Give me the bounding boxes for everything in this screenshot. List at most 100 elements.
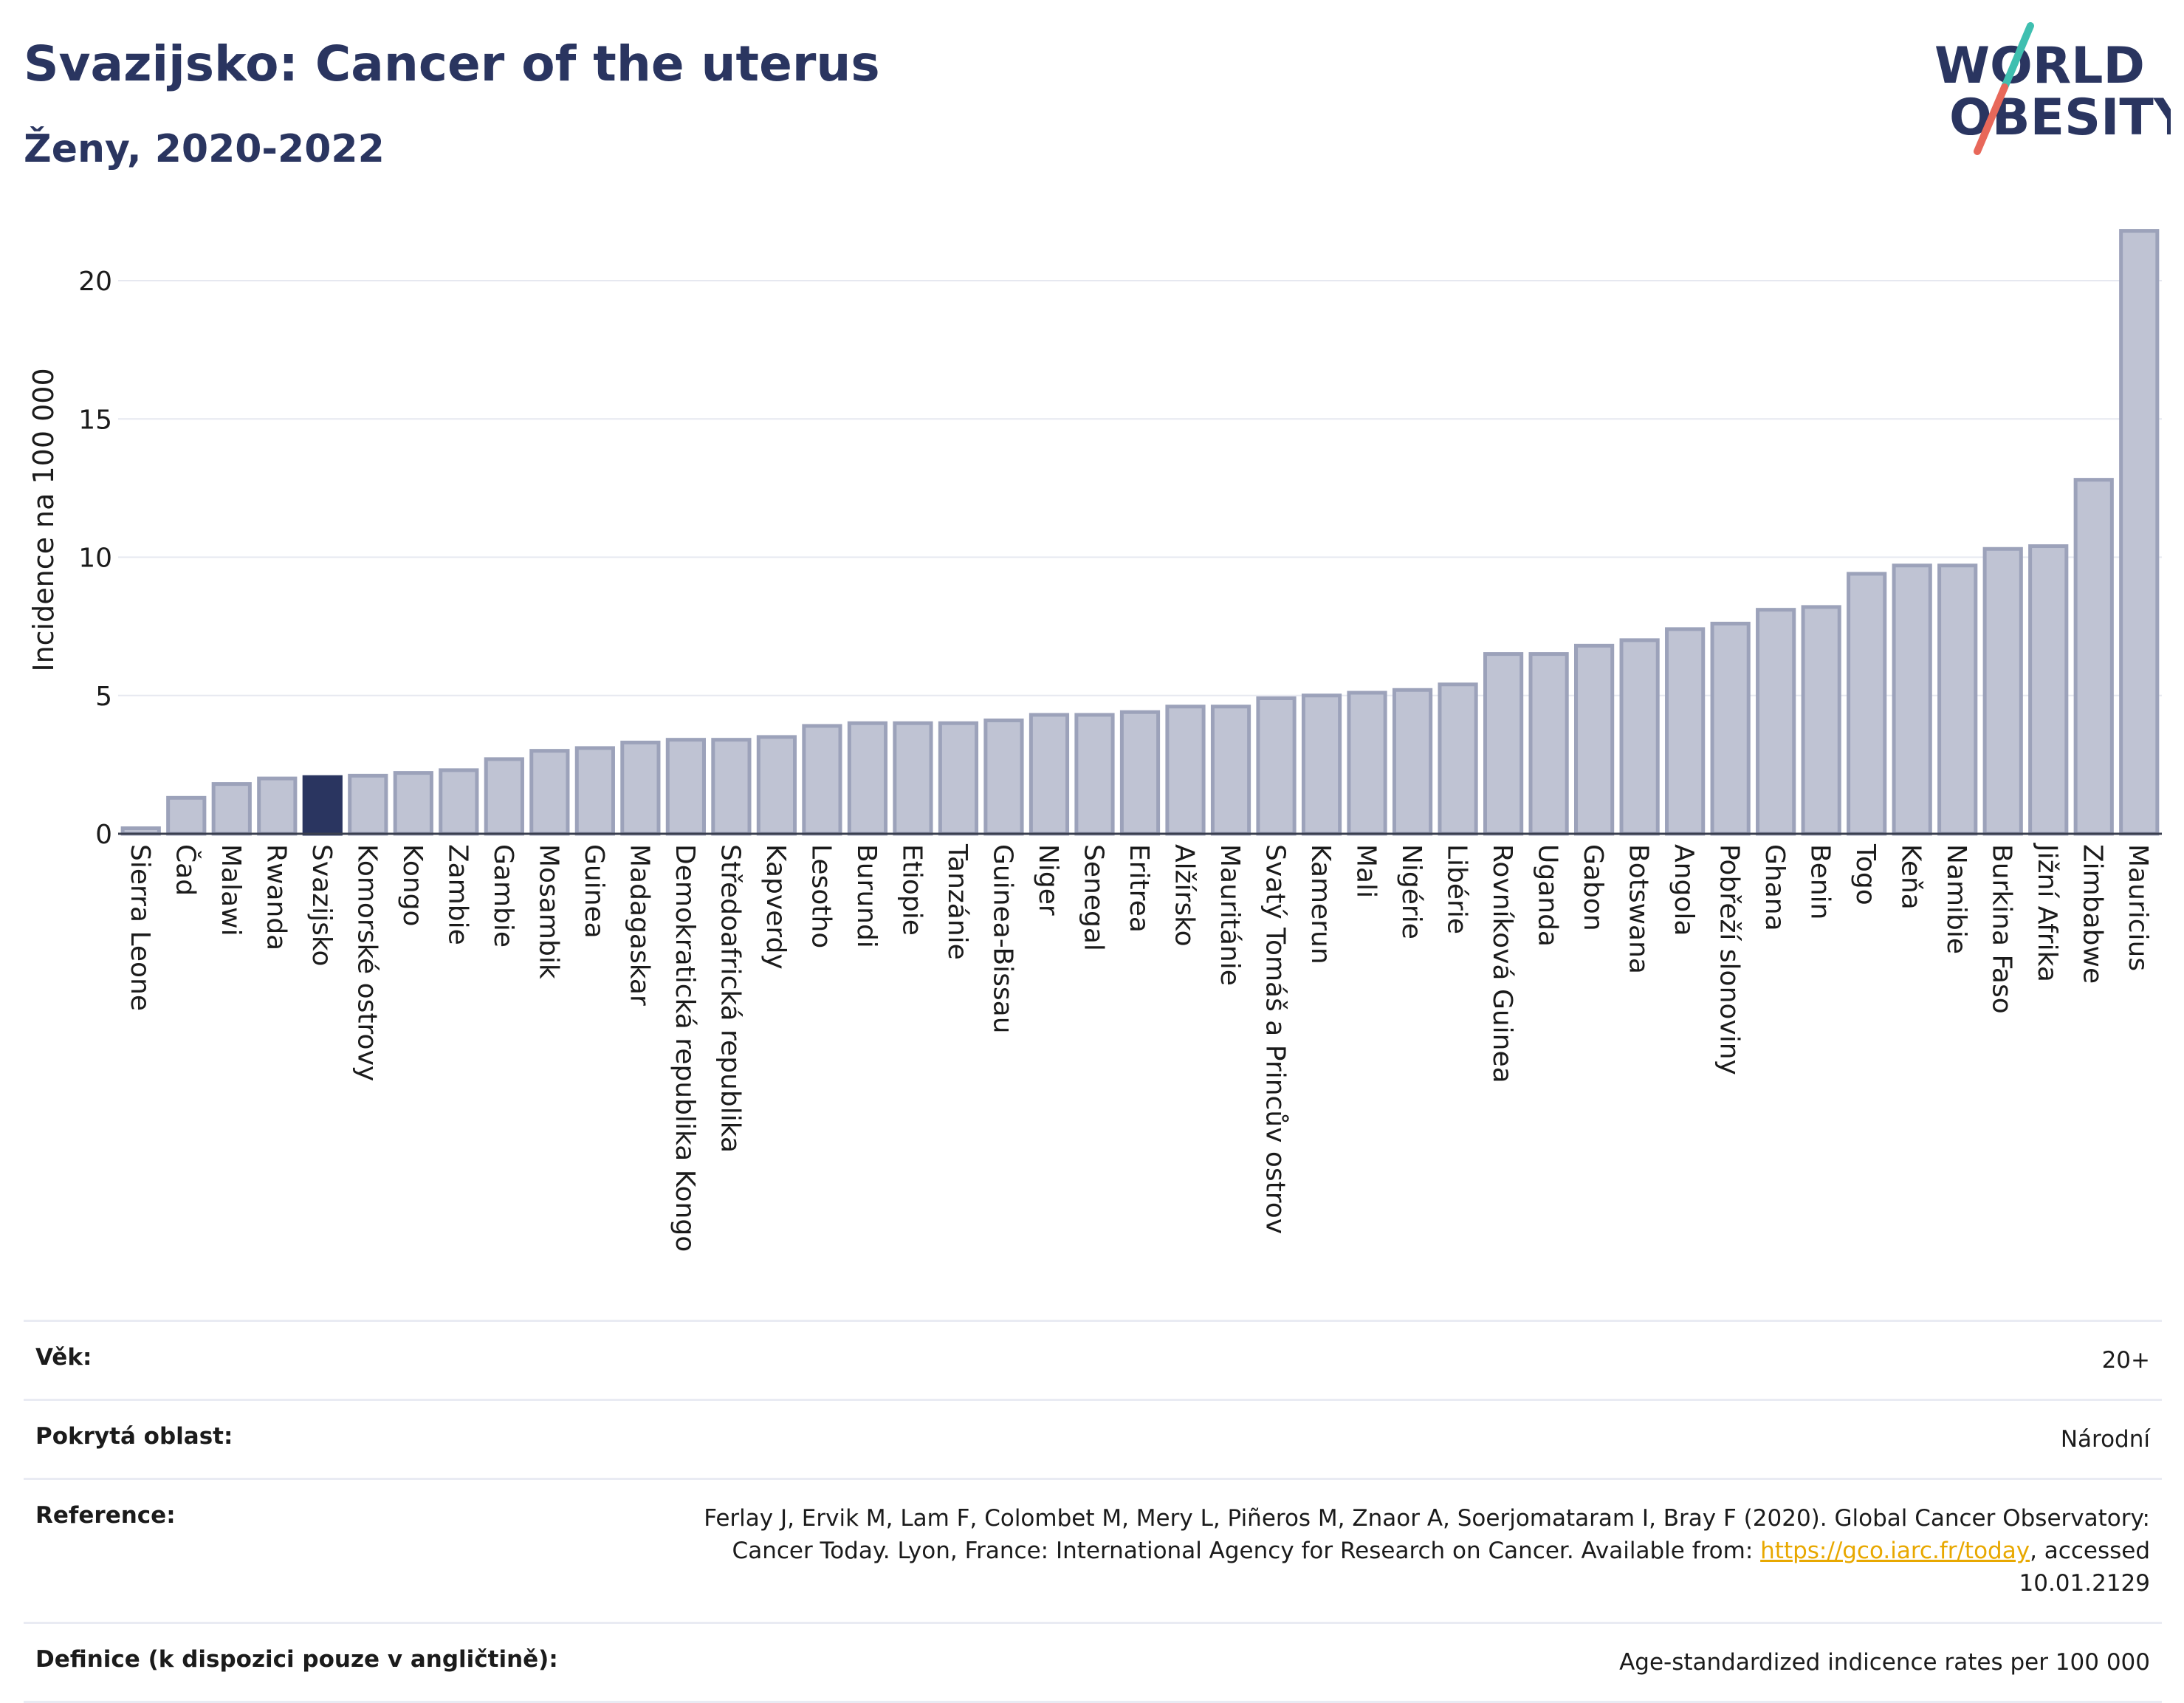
x-tick-label: Nigérie xyxy=(1396,844,1426,939)
bar-mosambik xyxy=(529,749,570,836)
info-table: Věk: 20+ Pokrytá oblast: Národní Referen… xyxy=(24,1320,2162,1703)
bar-mauritánie xyxy=(1210,705,1251,836)
y-tick-label: 0 xyxy=(95,820,112,850)
bar-botswana xyxy=(1619,638,1660,836)
bar-alžírsko xyxy=(1165,705,1206,836)
y-axis-label: Incidence na 100 000 xyxy=(27,368,60,671)
x-tick-label: Zimbabwe xyxy=(2078,844,2108,984)
reference-link[interactable]: https://gco.iarc.fr/today xyxy=(1760,1538,2030,1564)
x-tick-label: Sierra Leone xyxy=(125,844,155,1011)
x-tick-label: Rwanda xyxy=(261,844,291,950)
info-row-area: Pokrytá oblast: Národní xyxy=(24,1399,2162,1478)
bar-burundi xyxy=(847,721,888,836)
x-tick-label: Rovníková Guinea xyxy=(1487,844,1517,1083)
x-tick-label: Angola xyxy=(1669,844,1699,936)
bar-keňa xyxy=(1892,563,1932,836)
bar-niger xyxy=(1029,713,1070,836)
x-tick-label: Namibie xyxy=(1941,844,1971,954)
x-tick-label: Pobřeží slonoviny xyxy=(1714,844,1745,1075)
x-tick-label: Guinea xyxy=(579,844,609,939)
y-tick-label: 5 xyxy=(95,682,112,712)
logo-slash-bottom xyxy=(1974,83,2008,155)
bar-komorské-ostrovy xyxy=(348,773,388,836)
world-obesity-logo: WORLD OBESITY xyxy=(1934,22,2171,155)
x-tick-label: Alžírsko xyxy=(1170,844,1200,947)
bar-madagaskar xyxy=(620,740,661,836)
bar-senegal xyxy=(1074,713,1115,836)
x-tick-label: Niger xyxy=(1033,844,1063,916)
x-tick-label: Ghana xyxy=(1759,844,1790,931)
x-tick-label: Kongo xyxy=(397,844,427,927)
bar-etiopie xyxy=(893,721,933,836)
bar-pobřeží-slonoviny xyxy=(1710,621,1751,836)
y-tick-labels: 0 5 10 15 20 xyxy=(78,267,112,850)
x-tick-label: Mauricius xyxy=(2123,844,2153,971)
x-tick-label: Mali xyxy=(1351,844,1381,898)
bar-burkina-faso xyxy=(1982,546,2023,836)
page-subtitle: Ženy, 2020-2022 xyxy=(24,127,385,171)
x-tick-label: Gabon xyxy=(1578,844,1608,931)
area-value: Národní xyxy=(2060,1426,2150,1453)
x-tick-label: Senegal xyxy=(1078,844,1108,951)
age-label: Věk: xyxy=(35,1344,92,1371)
bars xyxy=(120,229,2160,836)
bar-togo xyxy=(1847,572,1887,836)
x-tick-label: Středoafrická republika xyxy=(715,844,745,1153)
x-tick-label: Čad xyxy=(170,844,201,896)
bar-středoafrická-republika xyxy=(711,738,752,836)
bar-malawi xyxy=(211,782,252,836)
page-title: Svazijsko: Cancer of the uterus xyxy=(24,35,880,92)
x-tick-label: Burkina Faso xyxy=(1987,844,2017,1014)
x-tick-label: Mosambik xyxy=(533,844,563,979)
x-tick-label: Guinea-Bissau xyxy=(987,844,1017,1034)
x-tick-label: Keňa xyxy=(1896,844,1926,910)
bar-mali xyxy=(1347,691,1387,836)
x-tick-label: Tanzánie xyxy=(942,843,972,960)
bar-kongo xyxy=(393,771,433,836)
reference-text: Ferlay J, Ervik M, Lam F, Colombet M, Me… xyxy=(704,1505,2150,1564)
x-tick-label: Mauritánie xyxy=(1215,844,1245,986)
x-tick-label: Madagaskar xyxy=(624,844,654,1006)
x-tick-label: Burundi xyxy=(851,844,882,948)
logo-slash-top xyxy=(2001,22,2034,91)
logo-line1: WORLD xyxy=(1934,37,2145,95)
bar-svatý-tomáš-a-princův-ostrov xyxy=(1256,696,1297,836)
bar-gambie xyxy=(484,757,524,836)
area-label: Pokrytá oblast: xyxy=(35,1423,233,1450)
info-row-reference: Reference: Ferlay J, Ervik M, Lam F, Col… xyxy=(24,1478,2162,1622)
x-tick-label: Libérie xyxy=(1442,844,1472,934)
bar-zimbabwe xyxy=(2073,478,2114,836)
bar-lesotho xyxy=(802,724,842,836)
bar-rovníková-guinea xyxy=(1483,652,1524,836)
x-tick-label: Eritrea xyxy=(1124,844,1154,933)
x-tick-label: Botswana xyxy=(1624,844,1654,974)
definition-label: Definice (k dispozici pouze v angličtině… xyxy=(35,1646,558,1673)
bar-zambie xyxy=(439,768,479,836)
x-tick-label: Zambie xyxy=(442,844,473,945)
x-tick-label: Kamerun xyxy=(1305,844,1336,964)
x-tick-label: Etiopie xyxy=(896,844,927,936)
x-tick-label: Uganda xyxy=(1533,844,1563,947)
x-tick-label: Demokratická republika Kongo xyxy=(670,844,700,1252)
bar-libérie xyxy=(1438,682,1478,836)
bar-tanzánie xyxy=(938,721,979,836)
bar-demokratická-republika-kongo xyxy=(665,738,706,836)
reference-label: Reference: xyxy=(35,1502,176,1529)
x-tick-label: Kapverdy xyxy=(760,844,791,970)
y-tick-label: 10 xyxy=(78,544,112,574)
x-tick-labels: Sierra Leone Čad Malawi Rwanda Svazijsko Komo… xyxy=(125,843,2153,1252)
y-tick-label: 20 xyxy=(78,267,112,297)
bar-guinea-bissau xyxy=(983,718,1024,836)
definition-value: Age-standardized indicence rates per 100… xyxy=(1619,1649,2150,1676)
x-tick-label: Lesotho xyxy=(806,844,836,948)
bar-jižní-afrika xyxy=(2028,544,2069,836)
info-row-age: Věk: 20+ xyxy=(24,1320,2162,1399)
bar-ghana xyxy=(1756,608,1796,836)
reference-value: Ferlay J, Ervik M, Lam F, Colombet M, Me… xyxy=(700,1502,2150,1600)
bar-guinea xyxy=(574,746,615,836)
x-tick-label: Benin xyxy=(1805,844,1836,919)
x-tick-label: Jižní Afrika xyxy=(2032,843,2062,982)
x-tick-label: Malawi xyxy=(216,844,246,936)
x-tick-label: Svazijsko xyxy=(306,844,337,966)
bar-gabon xyxy=(1574,643,1615,836)
